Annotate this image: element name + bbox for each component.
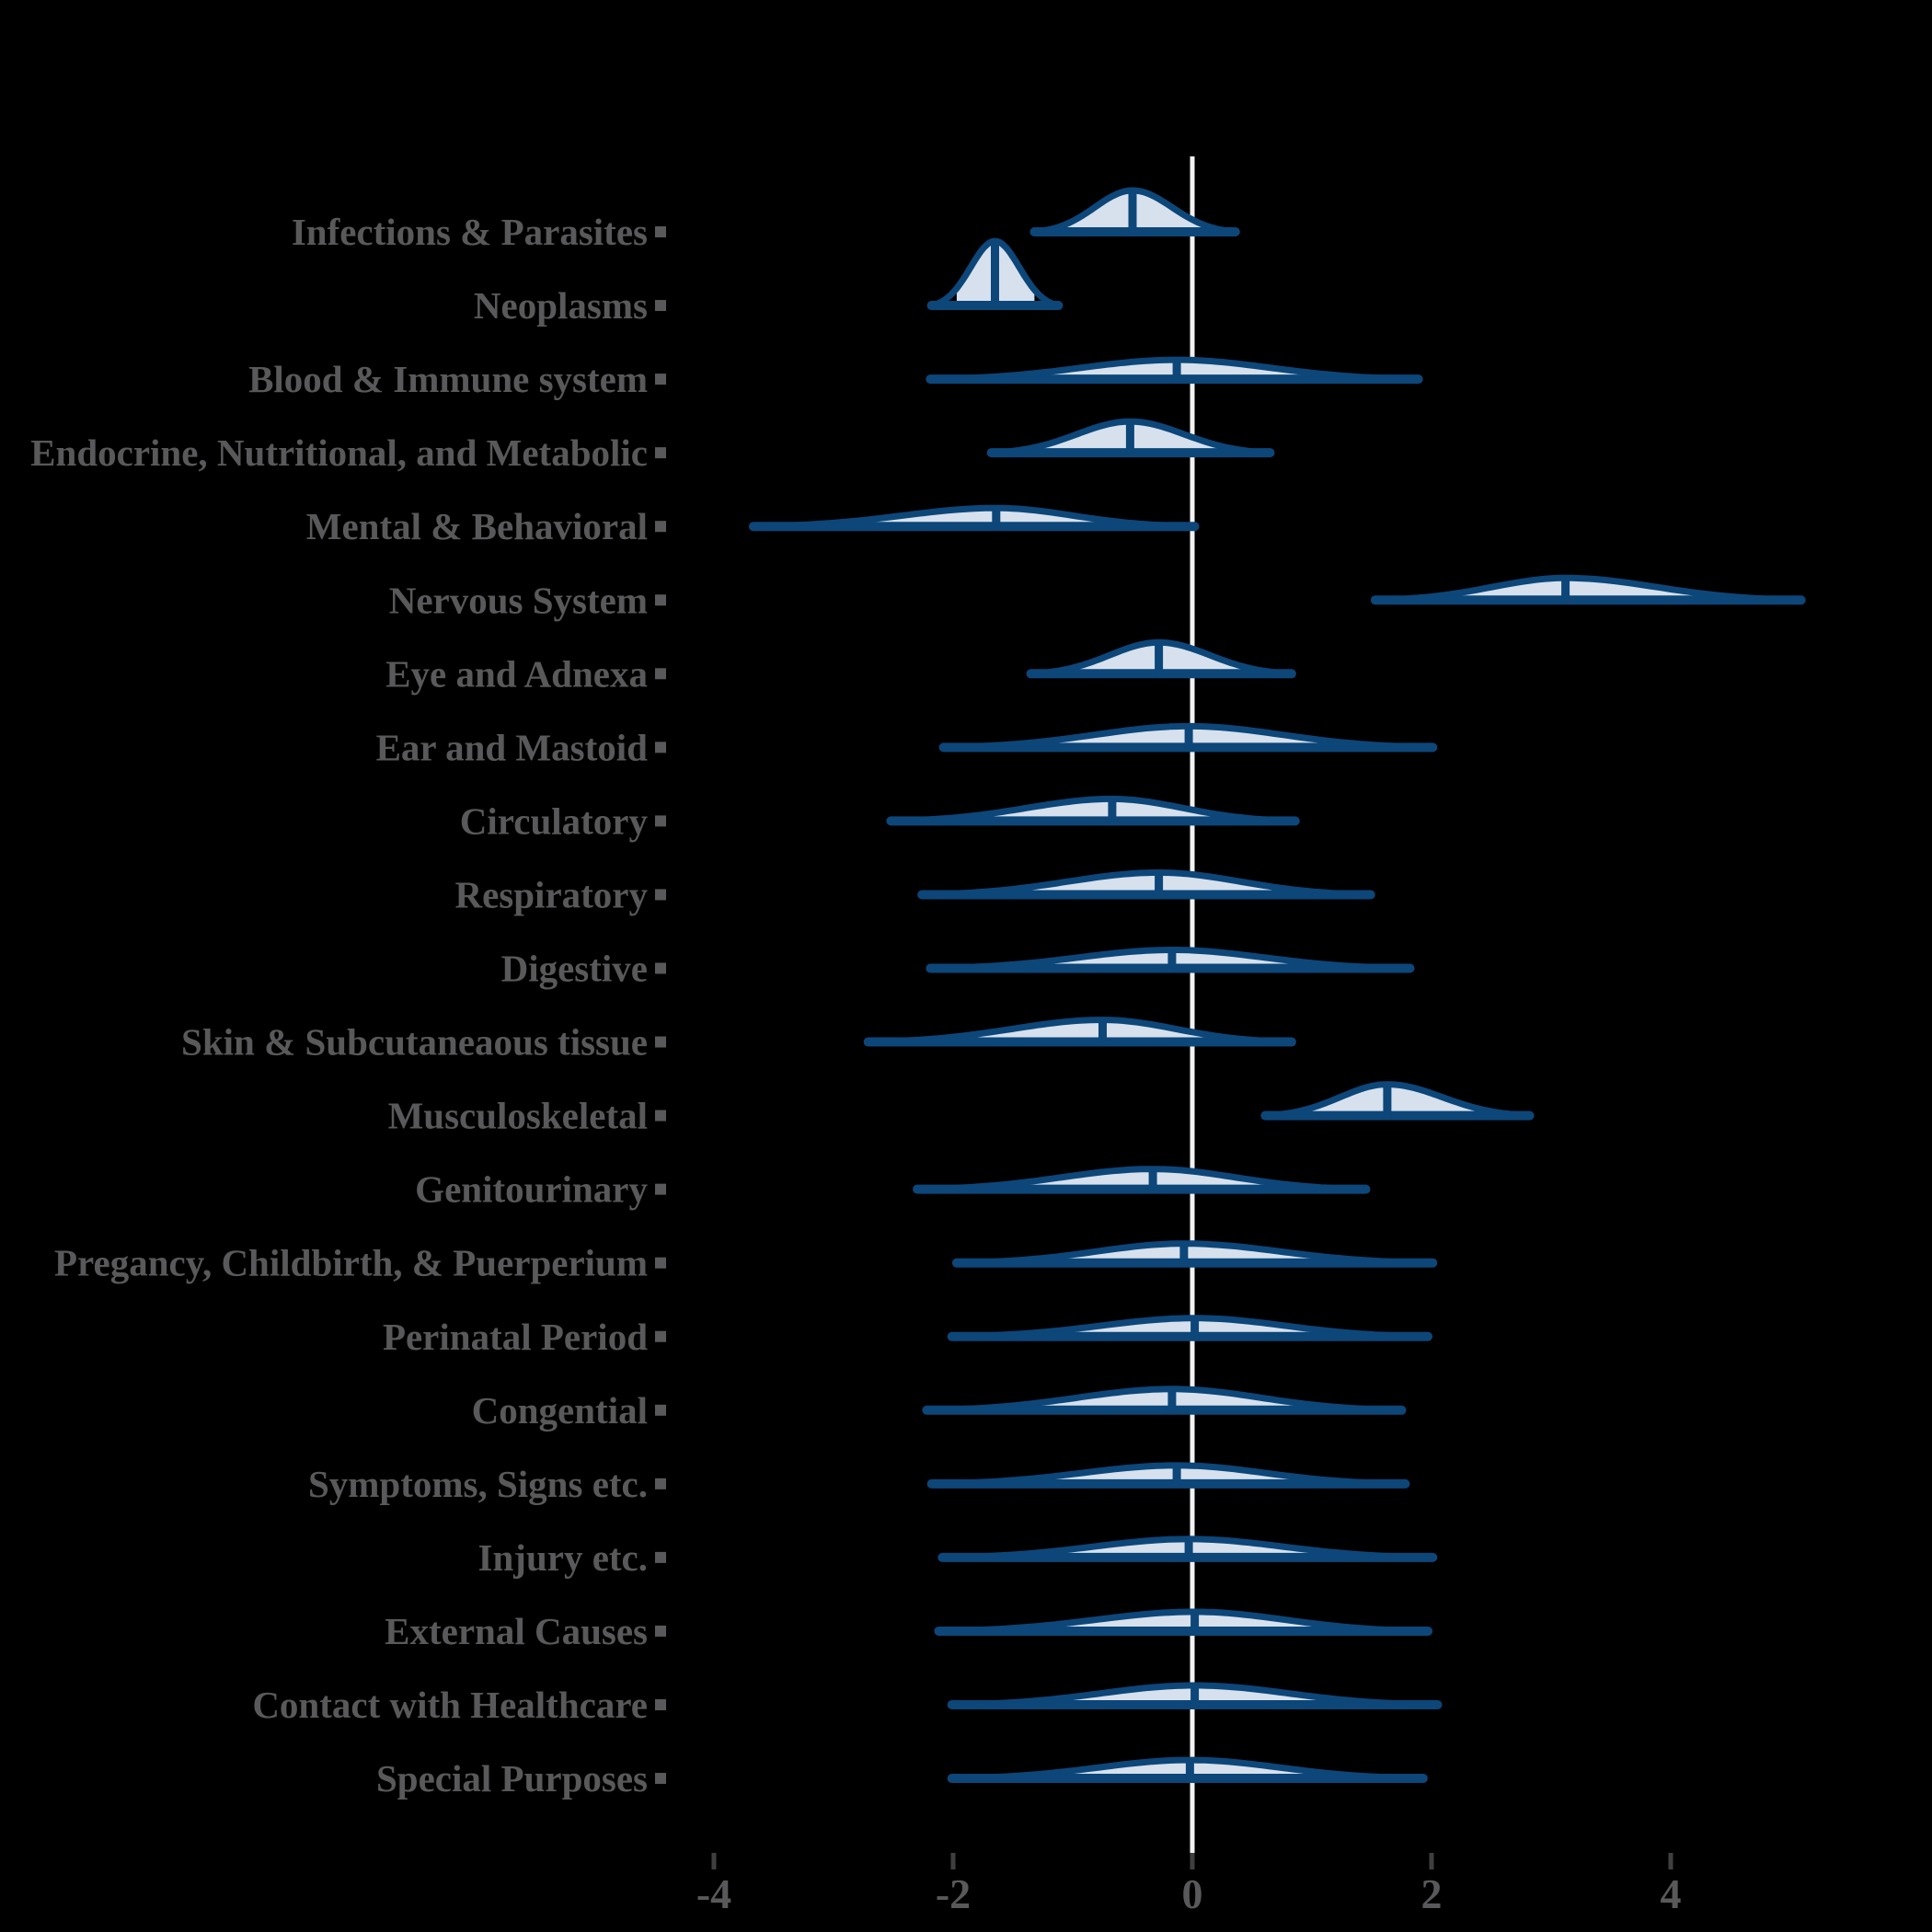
category-label: Neoplasms	[474, 284, 648, 327]
violin-row-18: Symptoms, Signs etc.	[308, 1462, 1410, 1505]
category-label: Pregancy, Childbirth, & Puerperium	[54, 1242, 648, 1284]
category-label: Eye and Adnexa	[385, 652, 648, 695]
violin-row-12: Skin & Subcutaneaous tissue	[181, 1017, 1296, 1064]
category-tick-square	[655, 1625, 666, 1637]
category-tick-square	[655, 1699, 666, 1710]
x-tick-label: 2	[1421, 1870, 1443, 1917]
violin-row-15: Pregancy, Childbirth, & Puerperium	[54, 1240, 1438, 1284]
category-label: Genitourinary	[415, 1168, 648, 1211]
density-outline	[928, 237, 1062, 309]
violin-row-7: Eye and Adnexa	[385, 638, 1296, 695]
density-fill	[1040, 1243, 1350, 1263]
density-outline	[1030, 187, 1239, 236]
violin-row-5: Mental & Behavioral	[306, 504, 1200, 547]
category-tick-square	[655, 962, 666, 974]
category-label: Endocrine, Nutritional, and Metabolic	[30, 431, 648, 474]
category-label: Respiratory	[454, 873, 648, 915]
category-tick-square	[655, 300, 666, 312]
category-label: Nervous System	[389, 579, 648, 621]
category-label: Musculoskeletal	[388, 1095, 648, 1137]
category-tick-square	[655, 1330, 666, 1342]
density-fill	[1440, 578, 1712, 601]
category-tick-square	[655, 374, 666, 385]
category-tick-square	[655, 1036, 666, 1048]
category-tick-square	[655, 1110, 666, 1121]
density-fill	[1049, 190, 1235, 232]
category-tick-square	[655, 1183, 666, 1195]
category-tick-square	[655, 668, 666, 680]
density-fill	[974, 799, 1231, 822]
category-label: External Causes	[385, 1610, 648, 1652]
category-tick-square	[655, 1478, 666, 1489]
category-label: Contact with Healthcare	[252, 1684, 648, 1726]
violin-row-1: Infections & Parasites	[292, 187, 1240, 253]
category-label: Blood & Immune system	[248, 358, 648, 400]
violin-row-13: Musculoskeletal	[388, 1081, 1535, 1137]
category-label: Infections & Parasites	[292, 211, 648, 253]
violin-row-14: Genitourinary	[415, 1166, 1371, 1211]
category-tick-square	[655, 889, 666, 901]
violin-row-4: Endocrine, Nutritional, and Metabolic	[30, 418, 1275, 474]
x-tick-label: 4	[1661, 1870, 1682, 1917]
violin-row-22: Special Purposes	[376, 1756, 1428, 1800]
category-label: Symptoms, Signs etc.	[308, 1463, 648, 1505]
x-tick-label: 0	[1182, 1870, 1203, 1917]
violin-row-17: Congential	[472, 1386, 1407, 1432]
category-tick-square	[655, 1551, 666, 1563]
violin-row-8: Ear and Mastoid	[376, 722, 1438, 768]
category-label: Injury etc.	[478, 1536, 648, 1579]
x-tick-label: -2	[936, 1870, 971, 1917]
category-tick-square	[655, 447, 666, 459]
category-label: Ear and Mastoid	[376, 726, 649, 768]
category-tick-square	[655, 815, 666, 827]
violin-row-21: Contact with Healthcare	[252, 1682, 1443, 1726]
category-label: Perinatal Period	[383, 1316, 648, 1358]
category-label: Digestive	[501, 948, 648, 990]
violin-row-6: Nervous System	[389, 574, 1806, 621]
violin-row-19: Injury etc.	[478, 1535, 1438, 1579]
violin-row-2: Neoplasms	[474, 237, 1064, 327]
category-tick-square	[655, 1404, 666, 1416]
violin-row-20: External Causes	[385, 1608, 1433, 1652]
category-tick-square	[655, 742, 666, 753]
violin-row-9: Circulatory	[460, 795, 1300, 842]
category-label: Circulatory	[460, 799, 649, 842]
category-label: Special Purposes	[376, 1757, 648, 1800]
density-fill	[1025, 1612, 1348, 1631]
violin-row-3: Blood & Immune system	[248, 356, 1423, 400]
category-tick-square	[655, 226, 666, 237]
violin-row-16: Perinatal Period	[383, 1315, 1433, 1358]
density-fill	[1040, 1685, 1340, 1705]
density-fill	[995, 360, 1350, 380]
category-tick-square	[655, 594, 666, 606]
density-outline	[988, 418, 1273, 456]
violin-row-11: Digestive	[501, 947, 1415, 990]
density-fill	[951, 1019, 1226, 1042]
category-label: Skin & Subcutaneaous tissue	[181, 1021, 648, 1064]
category-label: Congential	[472, 1389, 648, 1432]
category-label: Mental & Behavioral	[306, 505, 648, 547]
category-tick-square	[655, 1257, 666, 1269]
density-outline	[1261, 1081, 1534, 1120]
violin-row-10: Respiratory	[454, 869, 1375, 915]
category-tick-square	[655, 1773, 666, 1785]
density-outline	[1028, 638, 1295, 677]
x-tick-label: -4	[696, 1870, 731, 1917]
category-tick-square	[655, 521, 666, 533]
